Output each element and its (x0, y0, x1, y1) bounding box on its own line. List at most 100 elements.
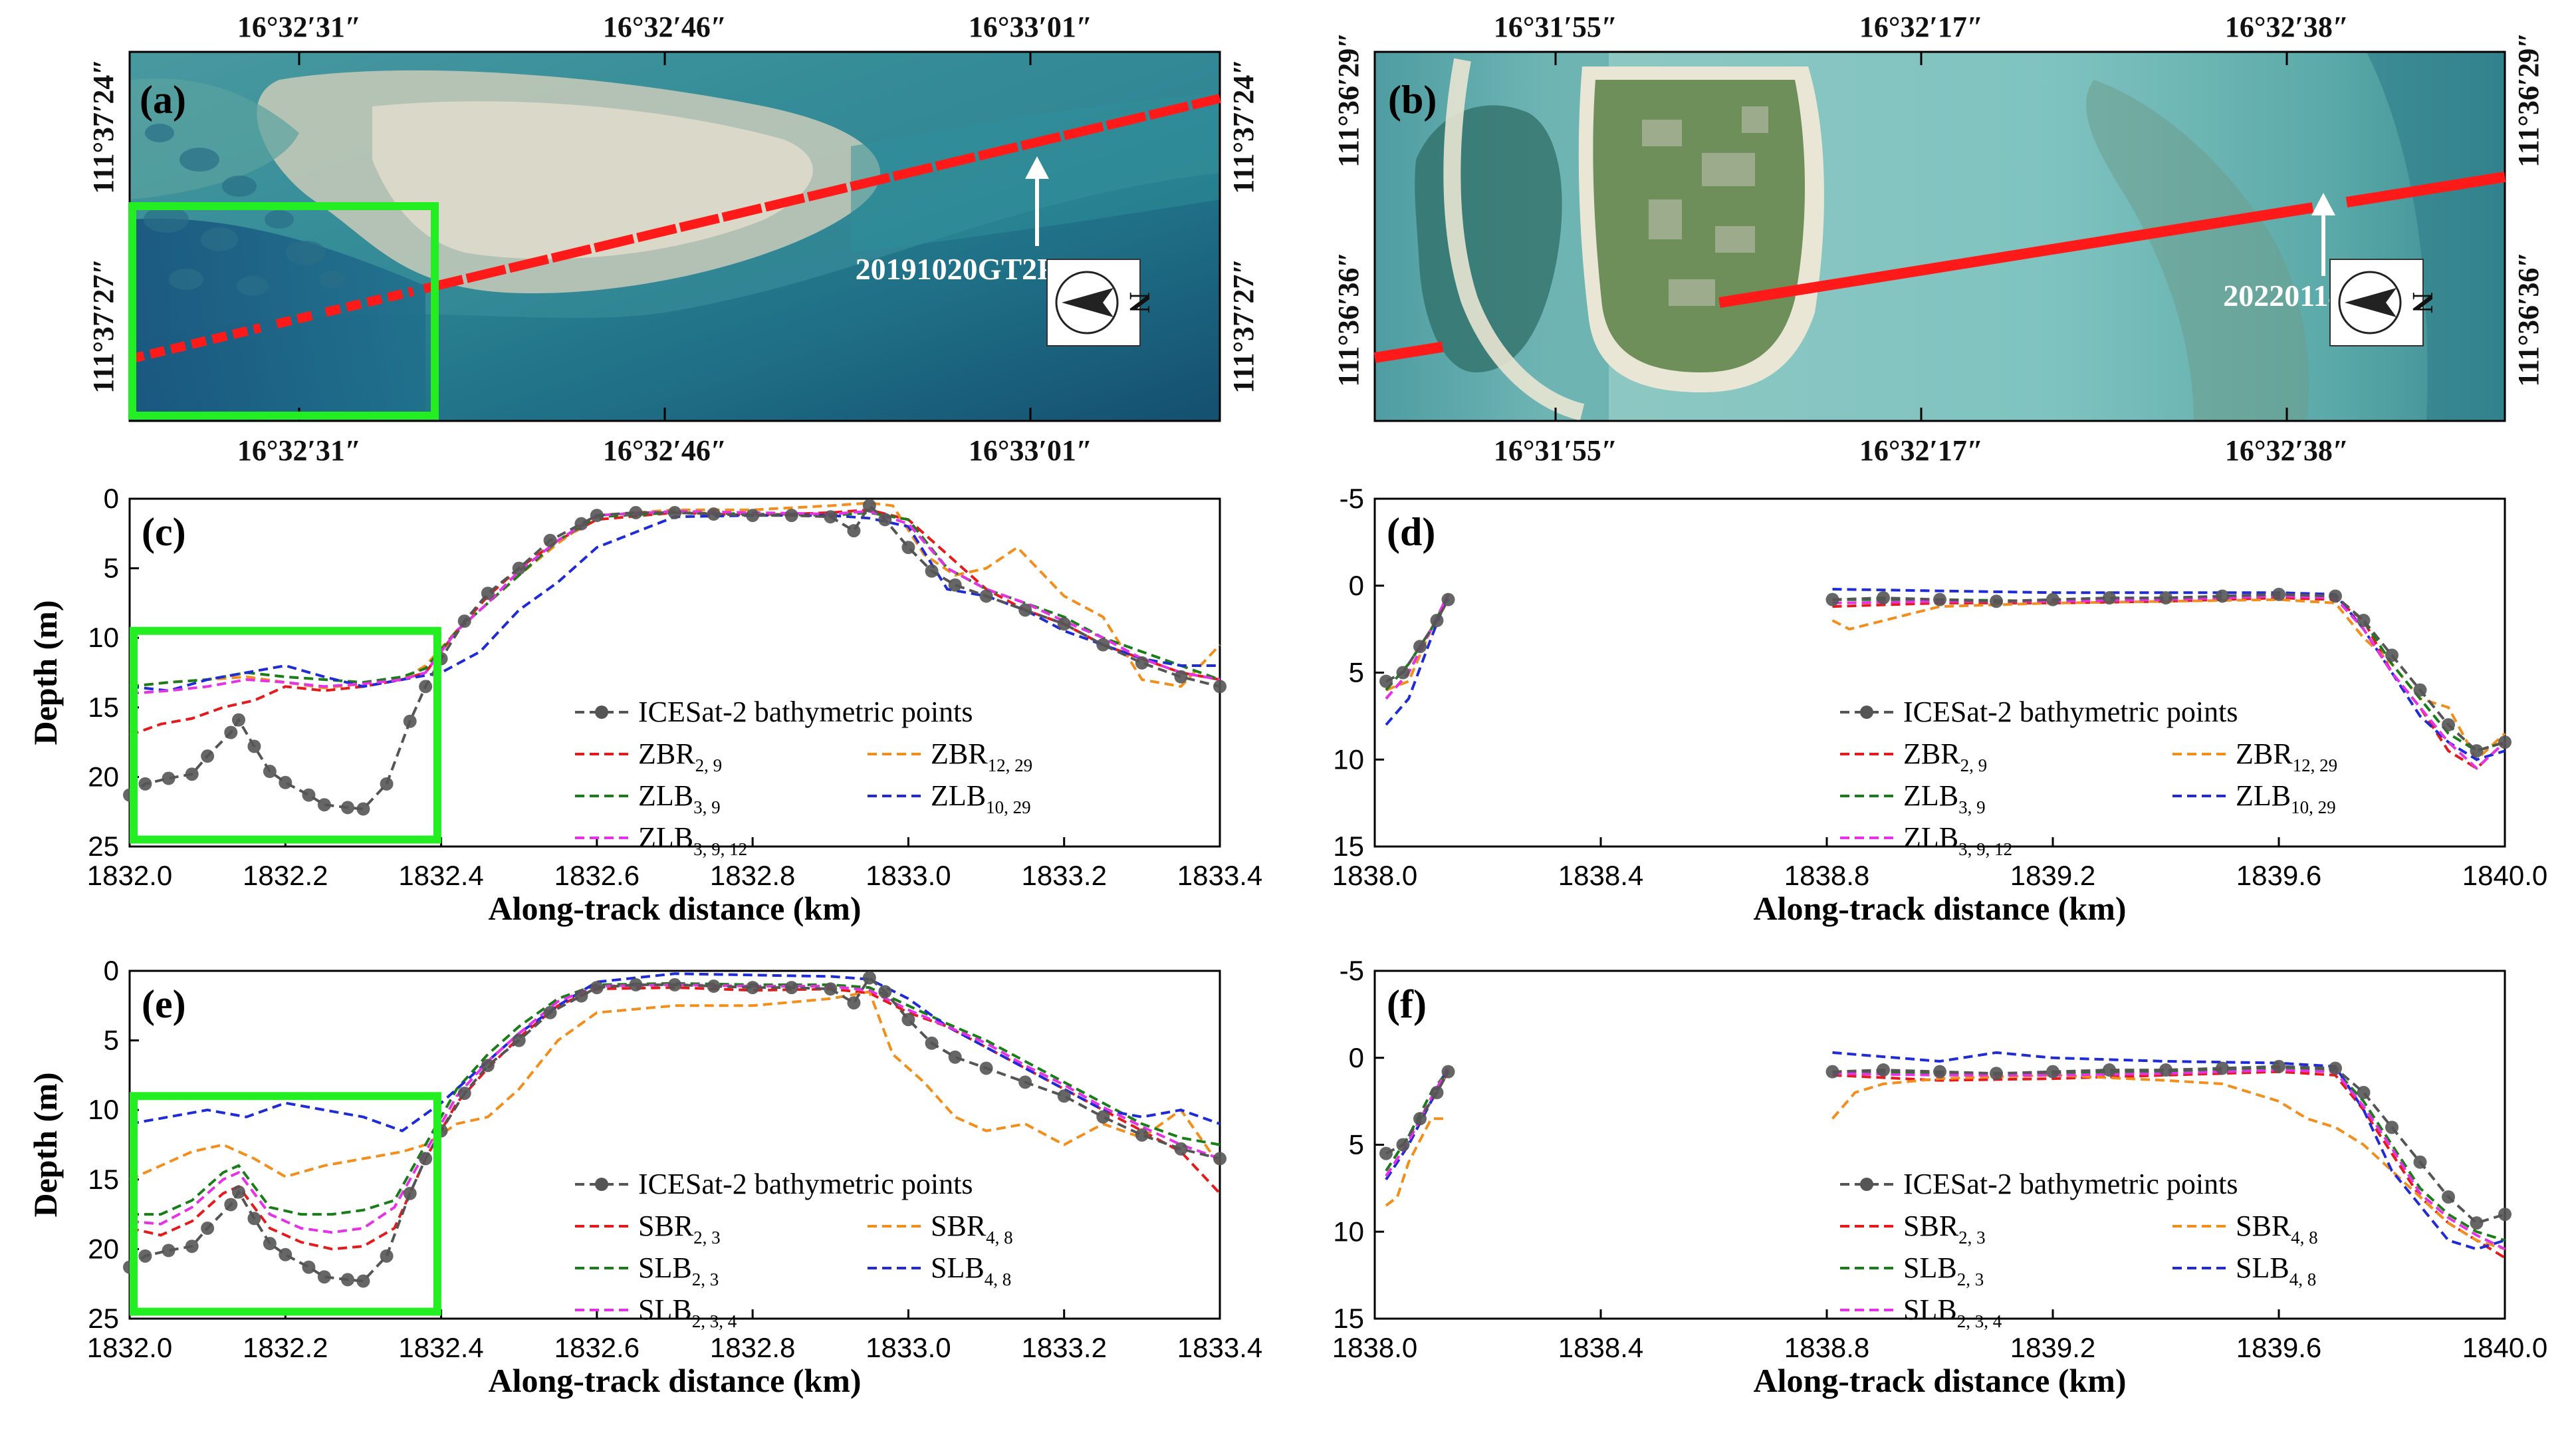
y-tick-label: 5 (104, 553, 119, 584)
x-tick-label: 1838.4 (1558, 860, 1643, 891)
plot-frame (128, 497, 1221, 848)
legend-label-name: SLB (1903, 1293, 1957, 1326)
y-tick-label: 10 (1333, 743, 1364, 775)
icesat-point (419, 1152, 433, 1166)
icesat-point (1174, 670, 1188, 684)
icesat-point (2329, 589, 2342, 603)
legend-label-name: SBR (931, 1210, 987, 1242)
track-arrow-head (1025, 156, 1049, 179)
x-tick-label: 1832.4 (398, 860, 483, 891)
chart-d: 1838.0 1838.4 1838.8 1839.2 1839.6 1840.0 -5 0 5… (1332, 483, 2547, 927)
icesat-point (2357, 1086, 2371, 1100)
y-axis-title: Depth (m) (27, 1072, 64, 1217)
icesat-point (2385, 1120, 2399, 1134)
legend-label-sub: 2, 9 (695, 755, 723, 775)
north-label: N (2406, 292, 2439, 313)
icesat-point (543, 1005, 557, 1019)
icesat-point (224, 725, 238, 739)
legend-label-sub: 12, 29 (988, 755, 1033, 775)
x-axis-title: Along-track distance (km) (488, 890, 861, 927)
chart-panel-label: (f) (1387, 982, 1427, 1026)
y-tick-label: 25 (88, 831, 119, 862)
icesat-point (784, 981, 798, 995)
x-tick-label: 1833.2 (1021, 860, 1106, 891)
y-tick-label: 0 (1349, 570, 1364, 601)
x-tick-label: 1838.4 (1558, 1332, 1643, 1363)
icesat-point (232, 1185, 245, 1199)
icesat-point (279, 775, 293, 789)
icesat-point (1396, 666, 1410, 680)
map-bottom-tick-label: 16°32′17″ (1859, 434, 1983, 467)
icesat-point (279, 1247, 293, 1261)
icesat-point (341, 1273, 354, 1287)
icesat-point (1990, 594, 2003, 608)
icesat-point (629, 505, 643, 519)
x-tick-label: 1832.4 (398, 1332, 483, 1363)
icesat-point (2216, 1061, 2229, 1075)
legend-label-name: SLB (2236, 1251, 2289, 1284)
chart-f: 1838.0 1838.4 1838.8 1839.2 1839.6 1840.0 -5 0 5… (1332, 955, 2547, 1399)
north-arrow-icon: N (2329, 259, 2439, 346)
x-tick-label: 1838.8 (1784, 1332, 1869, 1363)
icesat-point (201, 749, 215, 763)
map-bottom-tick-label: 16°32′38″ (2225, 434, 2349, 467)
legend-label: ZLB3, 9 (1903, 779, 1986, 817)
legend-label: SBR2, 3 (1903, 1210, 1986, 1247)
x-tick-label: 1839.6 (2236, 860, 2321, 891)
icesat-point (1877, 1063, 1890, 1077)
legend-label-name: SBR (2236, 1210, 2291, 1242)
legend-label: SLB2, 3, 4 (1903, 1293, 2002, 1331)
series-line-ZBR-12-29 (1385, 593, 2506, 762)
legend-icesat-dot (595, 706, 608, 719)
icesat-point (2442, 718, 2455, 731)
legend-label-name: ZLB (2236, 779, 2291, 812)
map-left-tick-label: 111°37′24″ (87, 59, 120, 194)
plot-frame (1373, 970, 2506, 1320)
icesat-point (1057, 1089, 1071, 1103)
icesat-point (232, 713, 245, 727)
icesat-point (1057, 617, 1071, 631)
legend-label: ZLB10, 29 (931, 779, 1031, 817)
icesat-point (1990, 1067, 2003, 1081)
map-top-tick-label: 16°32′46″ (603, 11, 727, 43)
y-tick-label: 10 (88, 622, 119, 653)
icesat-point (1933, 592, 1946, 606)
legend-label-name: ZLB (1903, 821, 1958, 854)
x-tick-label: 1832.8 (710, 1332, 795, 1363)
legend-label: ZBR2, 9 (1903, 737, 1987, 775)
x-tick-label: 1839.6 (2236, 1332, 2321, 1363)
legend-label-name: SBR (1903, 1210, 1959, 1242)
x-tick-label: 1838.0 (1332, 860, 1417, 891)
icesat-point (707, 507, 721, 521)
series-line-SBR-2-3 (129, 986, 1221, 1251)
icesat-point (2103, 591, 2116, 605)
legend-icesat-label: ICESat-2 bathymetric points (1903, 1168, 2238, 1200)
legend-icesat-dot (1860, 1178, 1873, 1191)
x-tick-label: 1839.2 (2010, 860, 2095, 891)
icesat-point (1213, 1152, 1227, 1166)
legend-label-sub: 4, 8 (2289, 1269, 2317, 1289)
legend-icesat-label: ICESat-2 bathymetric points (638, 696, 973, 728)
legend-label: SBR2, 3 (638, 1210, 721, 1247)
icesat-point (263, 765, 277, 779)
legend-label-name: SLB (638, 1293, 692, 1326)
icesat-point (746, 981, 760, 995)
icesat-point (1213, 680, 1227, 694)
map-bottom-tick-label: 16°32′46″ (603, 434, 727, 467)
icesat-point (878, 985, 892, 999)
x-tick-label: 1838.8 (1784, 860, 1869, 891)
x-tick-label: 1840.0 (2462, 1332, 2547, 1363)
north-arrow-pointer (2345, 288, 2397, 317)
icesat-point (901, 541, 915, 555)
legend-label: ZBR2, 9 (638, 737, 722, 775)
y-tick-label: 0 (1349, 1042, 1364, 1073)
chart-panel-label: (d) (1387, 510, 1435, 554)
series-line-SBR-4-8 (1385, 1073, 2506, 1251)
legend-label-name: ZBR (1903, 737, 1960, 770)
legend-label-sub: 2, 3 (692, 1269, 719, 1289)
series-line-SLB-4-8 (129, 972, 1221, 1132)
map-right-tick-label: 111°36′36″ (2512, 251, 2545, 386)
icesat-point (707, 980, 721, 993)
legend-label-sub: 3, 9, 12 (693, 839, 747, 859)
